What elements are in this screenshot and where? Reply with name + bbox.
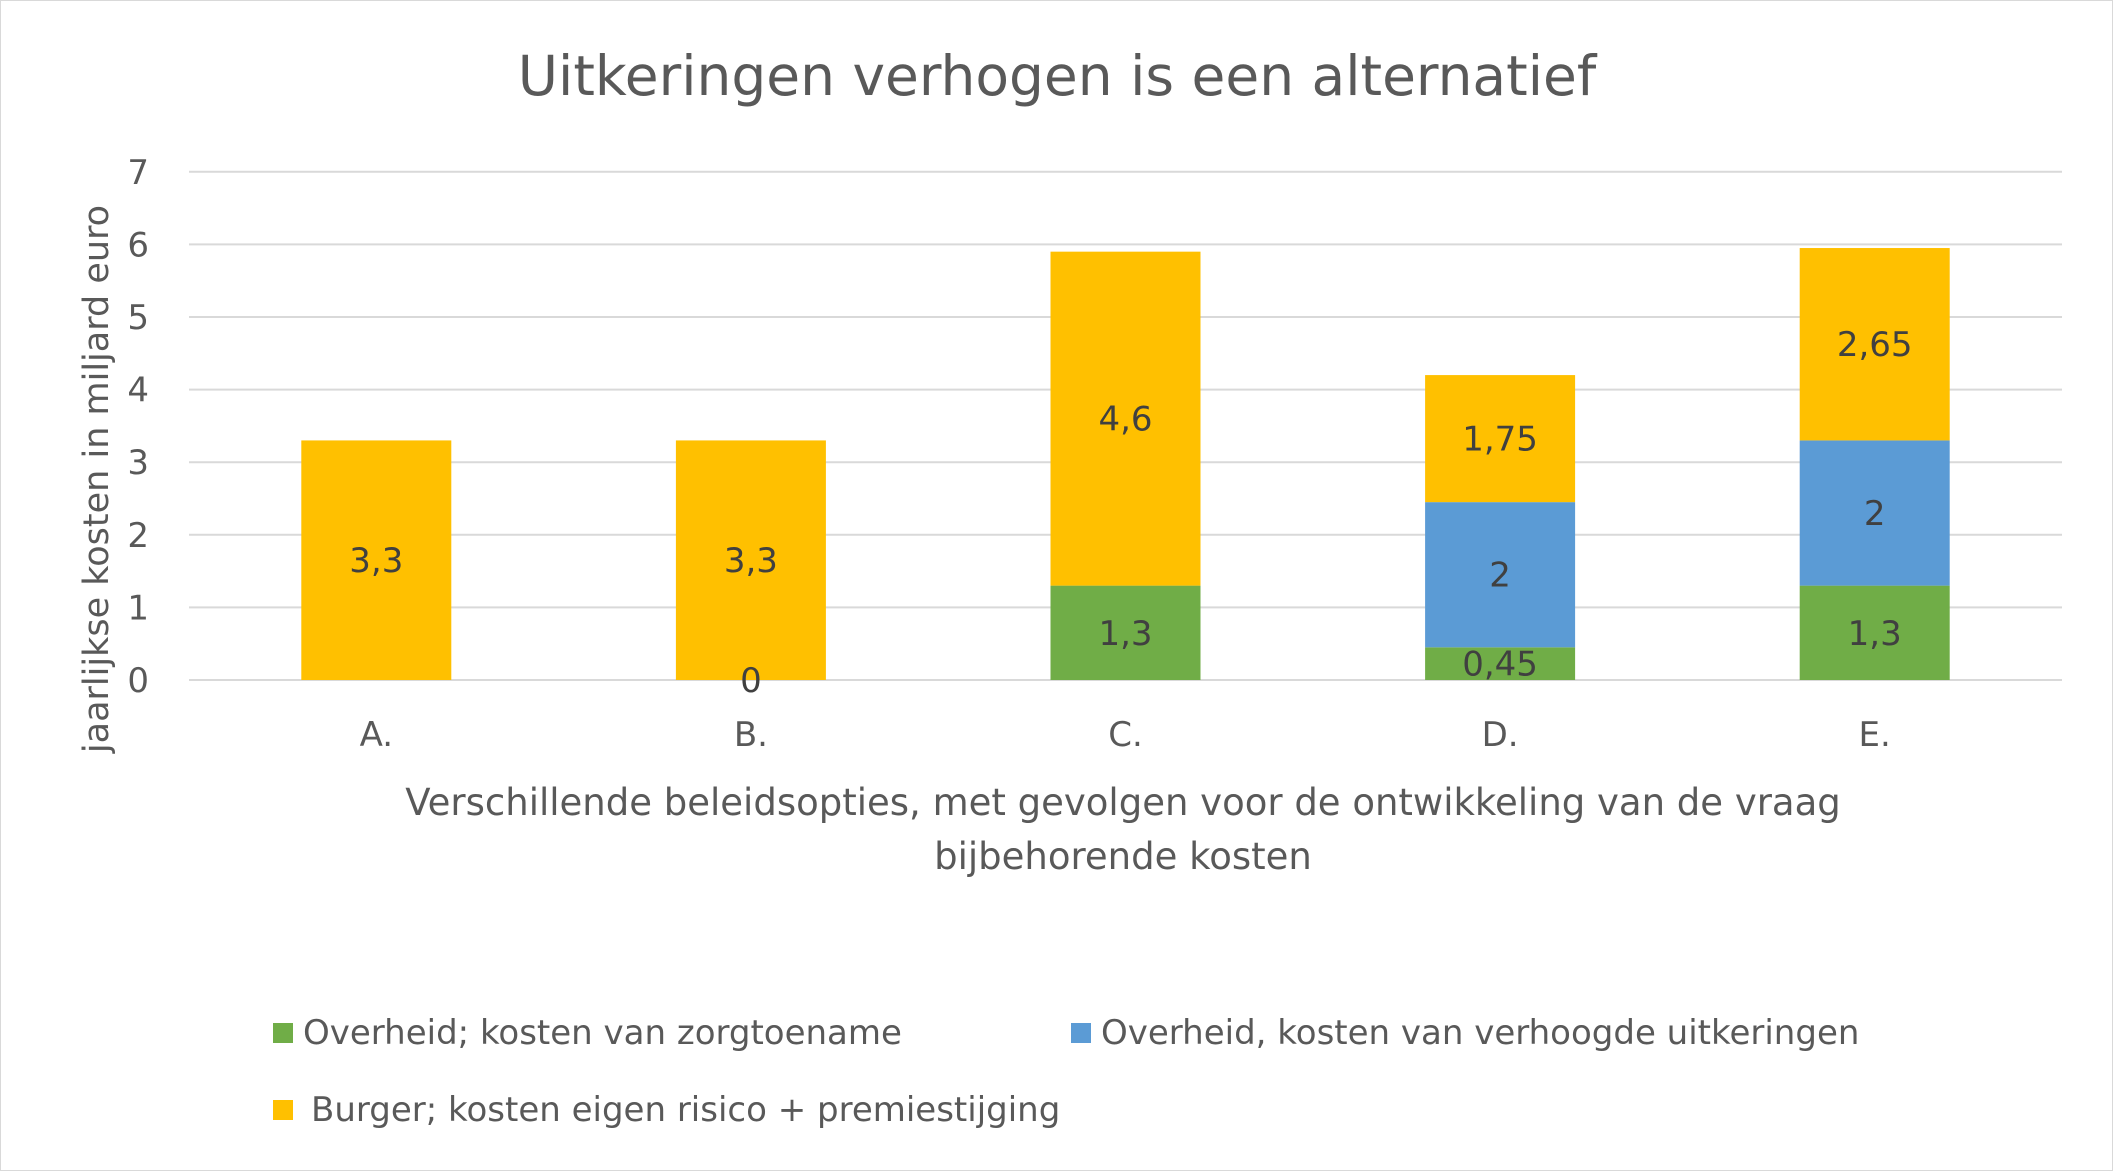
x-axis-title-line-2: bijbehorende kosten bbox=[934, 835, 1312, 878]
y-tick-labels: 0 1 2 3 4 5 6 7 bbox=[127, 153, 149, 701]
legend-item-burger: Burger; kosten eigen risico + premiestij… bbox=[273, 1090, 1060, 1130]
bar-segment bbox=[1425, 502, 1576, 648]
bar-segment bbox=[1799, 440, 1950, 586]
x-tick-label: E. bbox=[1859, 715, 1891, 755]
data-label: 2 bbox=[1864, 494, 1886, 534]
bar-segment bbox=[675, 440, 826, 680]
x-axis-title-line-1: Verschillende beleidsopties, met gevolge… bbox=[405, 781, 1841, 824]
data-label: 4,6 bbox=[1098, 400, 1152, 440]
legend-label: Overheid, kosten van verhoogde uitkering… bbox=[1101, 1013, 1859, 1053]
y-tick-label: 7 bbox=[127, 153, 149, 193]
data-label: 1,75 bbox=[1462, 420, 1538, 460]
y-tick-label: 2 bbox=[127, 516, 149, 556]
x-tick-label: D. bbox=[1482, 715, 1519, 755]
legend-item-overheid-uitkeringen: Overheid, kosten van verhoogde uitkering… bbox=[1071, 1013, 1859, 1053]
data-label: 0,45 bbox=[1462, 645, 1538, 685]
y-tick-label: 3 bbox=[127, 443, 149, 483]
legend: Overheid; kosten van zorgtoename Overhei… bbox=[273, 1013, 1859, 1130]
data-label: 1,3 bbox=[1848, 614, 1902, 654]
y-tick-label: 4 bbox=[127, 371, 149, 411]
data-label: 3,3 bbox=[349, 541, 403, 581]
bar-segment bbox=[301, 440, 452, 680]
y-tick-label: 6 bbox=[127, 225, 149, 265]
y-axis-title: jaarlijkse kosten in miljard euro bbox=[77, 205, 117, 754]
x-tick-label: B. bbox=[734, 715, 768, 755]
bars bbox=[301, 248, 1950, 680]
legend-swatch-green bbox=[273, 1023, 293, 1043]
data-label: 0 bbox=[740, 661, 762, 701]
y-tick-label: 1 bbox=[127, 588, 149, 628]
data-label: 1,3 bbox=[1098, 614, 1152, 654]
data-label: 2,65 bbox=[1837, 325, 1913, 365]
legend-label: Overheid; kosten van zorgtoename bbox=[303, 1013, 902, 1053]
legend-label: Burger; kosten eigen risico + premiestij… bbox=[311, 1090, 1060, 1130]
data-label: 2 bbox=[1489, 556, 1511, 596]
chart-title: Uitkeringen verhogen is een alternatief bbox=[518, 44, 1598, 108]
legend-item-overheid-zorgtoename: Overheid; kosten van zorgtoename bbox=[273, 1013, 902, 1053]
bar-segment bbox=[1799, 585, 1950, 680]
legend-swatch-blue bbox=[1071, 1023, 1091, 1043]
bar-segment bbox=[1425, 647, 1576, 680]
bar-segment bbox=[1050, 585, 1201, 680]
data-labels: 3,3 0 3,3 1,3 4,6 0,45 2 1,75 1,3 2 2,65 bbox=[349, 325, 1912, 701]
x-tick-label: A. bbox=[360, 715, 393, 755]
bar-segment bbox=[1799, 248, 1950, 441]
x-tick-label: C. bbox=[1108, 715, 1143, 755]
y-tick-label: 5 bbox=[127, 298, 149, 338]
bar-segment bbox=[1050, 251, 1201, 586]
x-tick-labels: A. B. C. D. E. bbox=[360, 715, 1891, 755]
bar-segment bbox=[1425, 375, 1576, 503]
y-tick-label: 0 bbox=[127, 661, 149, 701]
legend-swatch-orange bbox=[273, 1100, 293, 1120]
data-label: 3,3 bbox=[724, 541, 778, 581]
